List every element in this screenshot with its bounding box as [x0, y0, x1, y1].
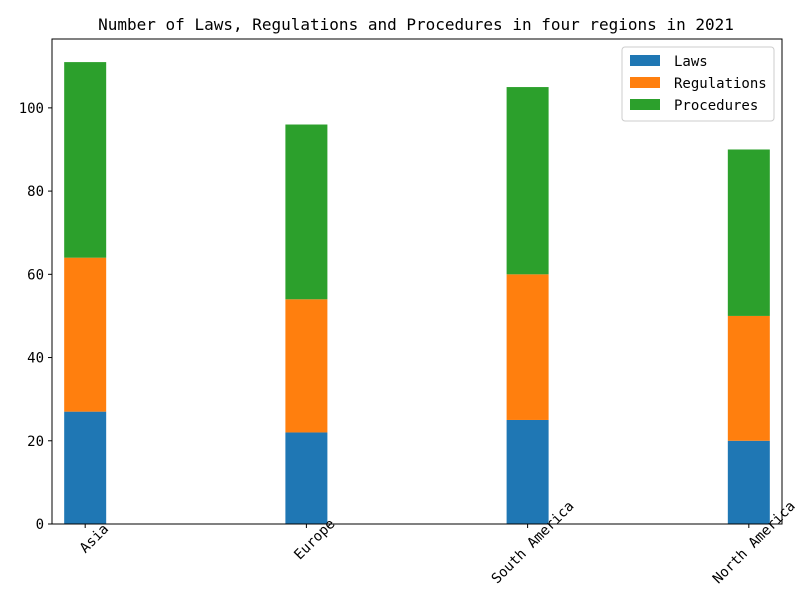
legend-swatch-procedures — [630, 99, 660, 110]
x-tick-label-asia: Asia — [77, 521, 112, 556]
bar-laws-north-america — [727, 440, 770, 524]
bar-regulations-europe — [285, 299, 328, 433]
legend-label-regulations: Regulations — [674, 76, 767, 92]
y-tick-label: 80 — [27, 184, 44, 200]
legend-label-laws: Laws — [674, 54, 708, 70]
legend-label-procedures: Procedures — [674, 98, 758, 114]
chart-title: Number of Laws, Regulations and Procedur… — [98, 15, 734, 34]
bar-laws-south-america — [506, 419, 549, 524]
bar-procedures-north-america — [727, 149, 770, 316]
bar-procedures-europe — [285, 124, 328, 300]
legend-swatch-regulations — [630, 77, 660, 88]
legend: Laws Regulations Procedures — [621, 46, 775, 122]
y-tick-label: 60 — [27, 267, 44, 283]
y-tick-label: 40 — [27, 351, 44, 367]
bar-procedures-asia — [64, 62, 107, 258]
y-tick-label: 20 — [27, 434, 44, 450]
bars-layer — [64, 62, 770, 524]
bar-regulations-asia — [64, 257, 107, 412]
legend-swatch-laws — [630, 55, 660, 66]
bar-regulations-north-america — [727, 315, 770, 441]
bar-regulations-south-america — [506, 274, 549, 420]
y-tick-label: 0 — [36, 517, 44, 533]
plot-frame — [51, 38, 783, 525]
y-tick-label: 100 — [19, 101, 44, 117]
bar-laws-asia — [64, 411, 107, 524]
bar-laws-europe — [285, 432, 328, 524]
bar-procedures-south-america — [506, 87, 549, 275]
